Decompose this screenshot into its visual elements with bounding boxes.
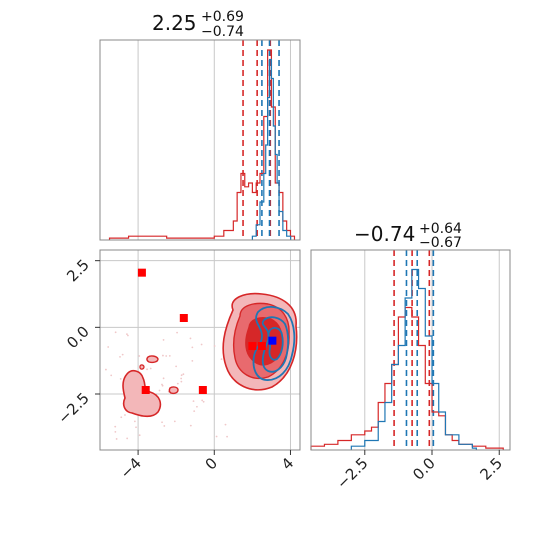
scatter-point [161,383,163,386]
y-tick-label: −2.5 [54,389,92,427]
scatter-point [220,358,223,360]
y-tick-label: 2.5 [63,256,93,286]
scatter-point [202,400,205,403]
blue-contour-mid [261,316,290,373]
scatter-point [192,400,195,403]
panel-hist-param1-title-sup: +0.69 [201,9,244,25]
scatter-point [138,434,141,437]
scatter-point [158,389,161,392]
scatter-point [180,374,183,377]
panel-hist-param2-title-value: −0.74 [354,222,415,246]
scatter-point [105,368,107,371]
scatter-point [189,424,192,427]
y-tick-label: 0.0 [63,322,93,352]
scatter-point [162,354,164,357]
scatter-point [121,353,124,356]
scatter-point [196,405,198,408]
scatter-point [114,331,117,334]
x-tick-label: 4 [278,454,297,473]
scatter-point [176,382,179,385]
panel-hist-param1-title-sub: −0.74 [201,24,244,40]
scatter-point [162,339,165,341]
red-marker [137,268,146,277]
scatter-point [119,377,122,380]
scatter-point [110,374,113,377]
scatter-point [215,435,218,438]
scatter-point [120,416,123,419]
x-tick-label: 0 [202,454,221,473]
panel-hist-param1-title-value: 2.25 [152,11,197,35]
panel-hist-param2-title-sup: +0.64 [419,221,462,237]
red-histogram [310,306,504,450]
red-marker [257,342,266,350]
scatter-point [201,399,204,402]
red-contour-island-small3 [139,364,145,370]
blue-contour-outer [252,306,296,381]
x-tick-label: −2.5 [333,454,371,492]
scatter-point [162,377,165,380]
scatter-point [115,438,118,440]
scatter-point [175,365,178,368]
panel-hist-param2-title-sub: −0.67 [419,235,462,251]
scatter-point [193,410,196,412]
scatter-point [168,354,171,357]
scatter-point [191,359,194,362]
red-contour-island-small1 [146,355,159,364]
scatter-point [182,373,185,376]
x-tick-label: 0.0 [409,454,439,484]
scatter-point [226,435,228,438]
scatter-point [165,355,168,357]
scatter-point [135,426,137,429]
scatter-point [149,367,152,370]
blue-marker [268,336,277,345]
x-tick-label: −4 [117,454,145,482]
scatter-point [213,345,216,347]
scatter-point [163,425,166,427]
panel-hist-param2-frame [310,249,511,451]
scatter-point [173,420,176,423]
red-marker [179,314,188,322]
x-tick-label: 2.5 [476,454,506,484]
blue-histogram [251,58,292,240]
scatter-point [126,437,129,440]
scatter-point [161,421,163,424]
scatter-point [180,380,183,383]
red-marker [141,386,150,394]
scatter-point [133,420,136,423]
scatter-point [124,414,126,416]
scatter-point [114,425,117,428]
scatter-point [176,331,178,334]
scatter-point [114,430,117,433]
scatter-point [189,337,192,340]
scatter-point [146,368,148,371]
red-marker [198,386,207,394]
panel-hist-param2: −0.74 +0.64 −0.67 −2.5 0.0 2.5 [310,221,511,493]
scatter-point [138,355,141,357]
panel-joint: −4 0 4 2.5 0.0 −2.5 [54,249,301,482]
red-marker [248,342,257,350]
scatter-point [127,334,129,337]
scatter-point [107,346,110,348]
panel-joint-frame [99,249,301,451]
scatter-point [126,333,128,336]
scatter-point [224,423,227,426]
scatter-point [119,355,121,358]
joint-contours [122,292,298,418]
scatter-point [200,343,203,346]
panel-hist-param1: 2.25 +0.69 −0.74 [99,9,301,241]
blue-histogram [350,268,477,450]
red-contour-island-large [122,369,162,418]
scatter-point [180,377,183,380]
scatter-point [191,346,194,349]
panel-hist-param1-frame [99,39,301,241]
red-contour-island-small2 [168,386,179,395]
